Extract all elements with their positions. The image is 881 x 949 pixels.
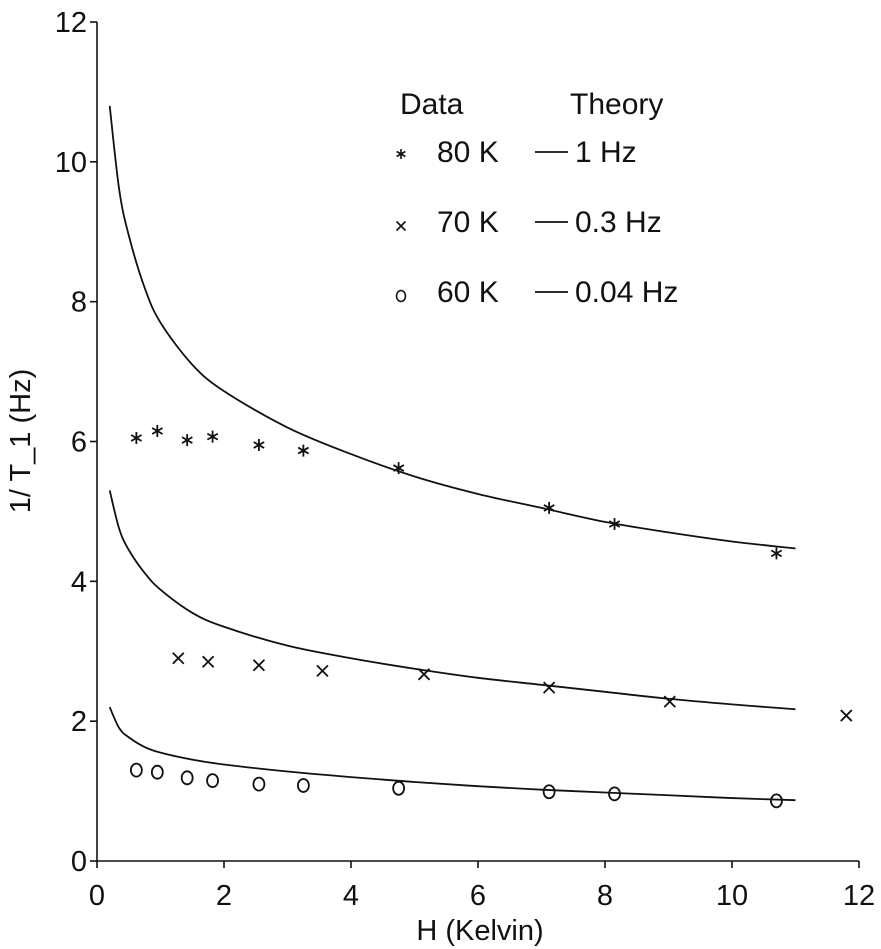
data-point-70-k <box>201 655 215 668</box>
y-tick-label: 10 <box>55 147 87 179</box>
theory-curve-0-04-hz <box>108 706 796 802</box>
y-tick-label: 2 <box>71 706 87 738</box>
y-tick-label: 12 <box>55 7 87 39</box>
data-point-60-k <box>392 780 406 796</box>
data-point-80-k <box>181 434 193 447</box>
axes: 0 2 4 6 8 10 12 0 2 4 6 8 10 12 H (Kelvin) 1/ T_1 (H… <box>5 7 875 947</box>
y-tick-label: 4 <box>71 566 87 598</box>
data-point-70-k <box>252 659 266 672</box>
y-axis-title: 1/ T_1 (Hz) <box>5 369 37 514</box>
data-point-80-k <box>297 444 310 457</box>
legend-marker-80-k <box>396 149 406 159</box>
data-point-80-k <box>543 501 555 514</box>
data-point-60-k <box>770 793 783 809</box>
data-point-70-k <box>417 668 431 681</box>
y-tick-label: 0 <box>71 846 87 878</box>
data-point-70-k <box>663 695 676 708</box>
data-point-60-k <box>129 762 143 778</box>
data-point-80-k <box>608 518 621 530</box>
legend-marker-70-k <box>395 220 407 232</box>
x-tick-label: 10 <box>716 880 748 912</box>
legend-data-header: Data <box>400 88 464 121</box>
data-point-60-k <box>206 773 219 788</box>
data-points <box>129 425 853 809</box>
x-tick-label: 2 <box>216 880 232 912</box>
x-axis-title: H (Kelvin) <box>416 915 543 947</box>
data-point-60-k <box>252 776 266 792</box>
legend-data-label: 70 K <box>437 206 499 239</box>
legend-data-label: 80 K <box>437 136 499 169</box>
x-tick-label: 6 <box>470 880 486 912</box>
x-tick-label: 12 <box>843 880 875 912</box>
data-point-60-k <box>608 786 621 802</box>
legend: Data Theory 80 K 1 Hz 70 K 0.3 Hz 60 K 0.04 H… <box>395 88 678 309</box>
y-tick-label: 8 <box>71 287 87 319</box>
data-point-70-k <box>172 652 185 665</box>
theory-curves <box>108 105 796 802</box>
legend-theory-label: 0.3 Hz <box>575 206 662 239</box>
y-ticks: 0 2 4 6 8 10 12 <box>55 7 97 878</box>
legend-rows: 80 K 1 Hz 70 K 0.3 Hz 60 K 0.04 Hz <box>395 136 678 309</box>
data-point-80-k <box>253 439 265 451</box>
x-tick-label: 8 <box>597 880 613 912</box>
data-point-60-k <box>542 784 556 800</box>
theory-curve-0-3-hz <box>108 490 796 711</box>
data-point-70-k <box>316 664 329 677</box>
data-point-80-k <box>151 425 163 438</box>
legend-marker-60-k <box>395 289 407 303</box>
legend-theory-label: 0.04 Hz <box>575 276 678 309</box>
data-point-60-k <box>150 764 164 780</box>
data-point-60-k <box>180 770 194 786</box>
data-point-60-k <box>296 778 310 793</box>
legend-theory-label: 1 Hz <box>575 136 637 169</box>
data-point-80-k <box>392 462 405 475</box>
x-ticks: 0 2 4 6 8 10 12 <box>89 861 875 912</box>
legend-data-label: 60 K <box>437 276 499 309</box>
legend-theory-header: Theory <box>570 88 663 121</box>
data-point-70-k <box>840 709 853 722</box>
y-tick-label: 6 <box>71 427 87 459</box>
data-point-70-k <box>542 681 556 694</box>
data-point-80-k <box>770 547 783 560</box>
x-tick-label: 0 <box>89 880 105 912</box>
data-point-80-k <box>206 430 219 443</box>
x-tick-label: 4 <box>343 880 359 912</box>
theory-curve-1-hz <box>108 105 796 550</box>
data-point-80-k <box>130 432 143 444</box>
